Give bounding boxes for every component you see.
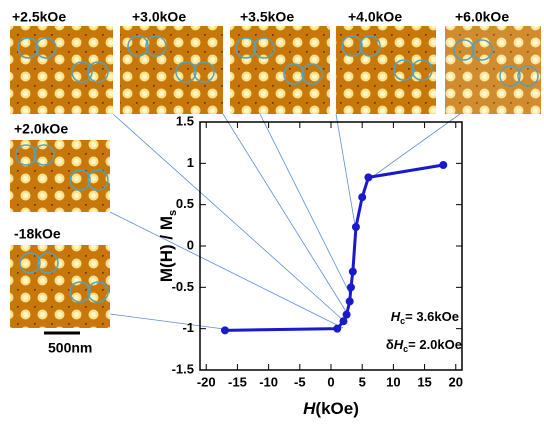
data-point	[343, 311, 351, 319]
x-tick-label: 10	[386, 374, 400, 389]
panel-label: +6.0kOe	[455, 9, 509, 25]
y-axis-label: M(H) / Ms	[157, 210, 178, 282]
x-axis-label: H(kOe)	[303, 399, 359, 418]
x-tick-label: -20	[197, 374, 216, 389]
x-tick-label: 5	[359, 374, 366, 389]
data-point	[364, 173, 372, 181]
data-line	[225, 165, 443, 330]
panel-label: +3.0kOe	[132, 9, 186, 25]
y-tick-label: 1	[187, 155, 194, 170]
panel-label: +2.0kOe	[14, 121, 68, 137]
y-tick-label: -1	[182, 320, 194, 335]
data-point	[352, 223, 360, 231]
panel-label: +2.5kOe	[12, 9, 66, 25]
x-tick-label: -15	[228, 374, 247, 389]
data-point	[333, 325, 341, 333]
y-tick-label: 0.5	[176, 196, 194, 211]
y-tick-label: -1.5	[172, 361, 194, 376]
data-point	[346, 297, 354, 305]
figure: +2.5kOe +3.0kOe +3.5kOe +4.0kOe +6.0kOe …	[0, 0, 544, 429]
scale-bar-label: 500nm	[48, 340, 92, 356]
panel-label: +3.5kOe	[240, 9, 294, 25]
panel-label: +4.0kOe	[348, 9, 402, 25]
data-point	[439, 161, 447, 169]
data-point	[358, 193, 366, 201]
data-point	[349, 268, 357, 276]
x-tick-label: -10	[259, 374, 278, 389]
x-tick-label: 0	[327, 374, 334, 389]
panel-label: -18kOe	[14, 226, 61, 242]
data-point	[221, 326, 229, 334]
data-point	[347, 283, 355, 291]
x-tick-label: 20	[449, 374, 463, 389]
plot-frame	[200, 122, 462, 370]
annotation: Hc= 3.6kOe	[391, 309, 459, 326]
x-tick-label: -5	[294, 374, 306, 389]
y-tick-label: 1.5	[176, 113, 194, 128]
x-tick-label: 15	[417, 374, 431, 389]
y-tick-label: -0.5	[172, 279, 194, 294]
y-tick-label: 0	[187, 237, 194, 252]
annotation: δHc= 2.0kOe	[386, 337, 462, 354]
